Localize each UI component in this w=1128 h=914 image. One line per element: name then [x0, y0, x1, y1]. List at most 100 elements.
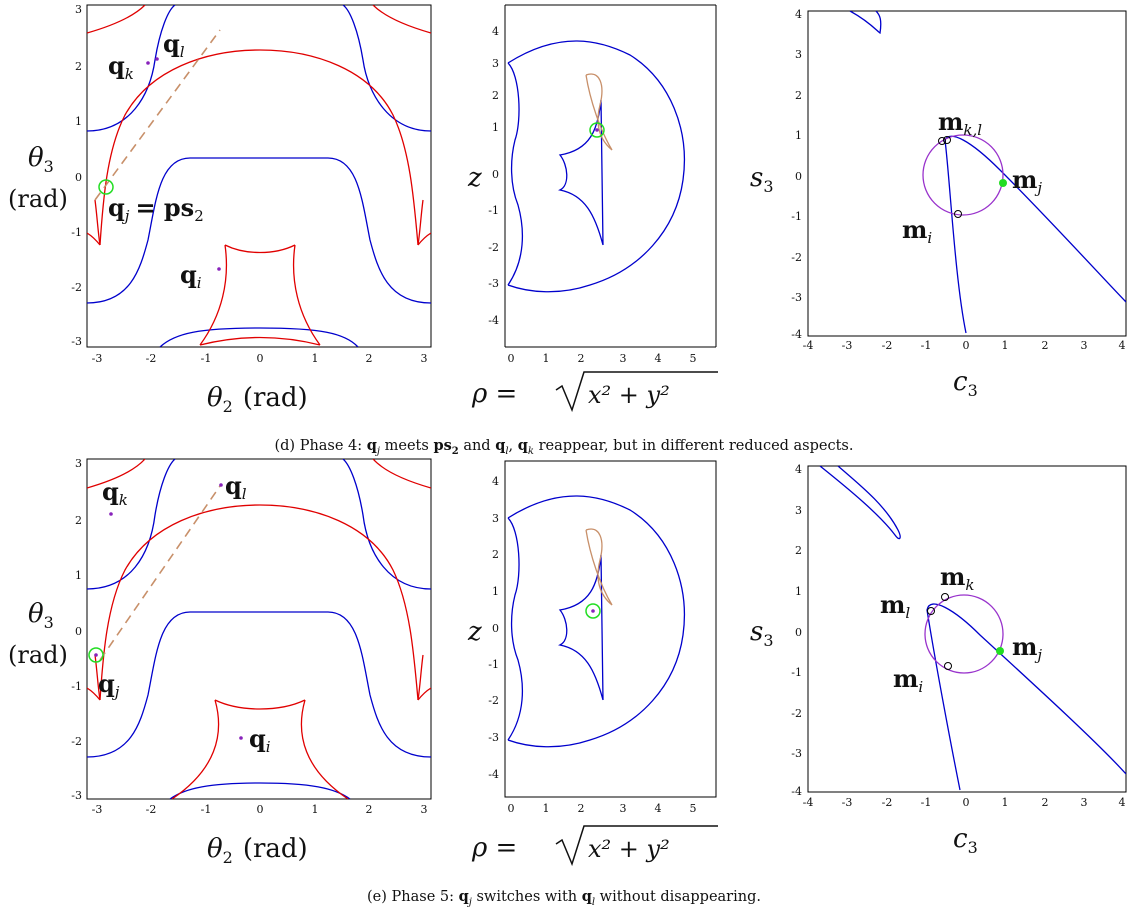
m-i-point [954, 210, 962, 218]
work-x-ticks-e: 0 1 2 3 4 5 [508, 802, 697, 815]
caption-text: l [505, 445, 509, 457]
label-m-j: mj [1012, 165, 1042, 197]
workspace-inner-hole [558, 554, 604, 701]
label-m-i: mi [902, 215, 932, 247]
caption-text: l [591, 896, 596, 908]
m-j-point [999, 179, 1007, 187]
label-m-l: ml [880, 590, 910, 622]
tick-label: 4 [655, 352, 662, 365]
workspace-inner-notch [507, 62, 524, 286]
caption-text: k [527, 445, 534, 457]
workspace-singular-curve [585, 73, 613, 151]
tick-label: -3 [791, 747, 802, 760]
work-y-ticks-e: 4 3 2 1 0 -1 -2 -3 -4 [488, 475, 499, 781]
caption-text: q [581, 888, 592, 905]
q-j-point [94, 653, 98, 657]
tick-label: -2 [71, 281, 82, 294]
param-curve-top [819, 466, 901, 540]
blue-boundary-middle [87, 157, 431, 304]
tick-label: -2 [71, 735, 82, 748]
tick-label: 1 [543, 352, 550, 365]
tick-label: 1 [75, 115, 82, 128]
tick-label: -2 [882, 339, 893, 352]
m-k-point [941, 593, 949, 601]
joint-y-ticks-e: 3 2 1 0 -1 -2 -3 [71, 457, 82, 802]
caption-text: j [468, 896, 472, 908]
tick-label: 0 [508, 802, 515, 815]
work-y-ticks-d: 4 3 2 1 0 -1 -2 -3 -4 [488, 25, 499, 327]
blue-boundary-upper-right [342, 459, 431, 590]
blue-boundary-upper-right [342, 5, 431, 132]
param-y-ticks-e: 4 3 2 1 0 -1 -2 -3 -4 [791, 463, 802, 798]
tick-label: 2 [795, 544, 802, 557]
rho-symbol: ρ = [471, 379, 517, 409]
sqrt-sign [555, 371, 718, 413]
tick-label: -2 [146, 803, 157, 816]
blue-boundary-bottom [169, 782, 351, 799]
m-j-point [996, 647, 1004, 655]
tick-label: 0 [508, 352, 515, 365]
tick-label: 0 [795, 626, 802, 639]
tick-label: 4 [492, 25, 499, 38]
workspace-singular-curve [585, 528, 613, 606]
tick-label: 3 [75, 3, 82, 16]
y-axis-label-z: z [467, 163, 482, 193]
workspace-plot-d: 0 1 2 3 4 5 4 3 2 1 0 -1 -2 -3 -4 z ρ = … [467, 4, 718, 413]
blue-boundary-upper-left [87, 459, 176, 590]
plot-frame [807, 10, 1127, 337]
tick-label: 3 [492, 57, 499, 70]
tick-label: 1 [75, 569, 82, 582]
tick-label: -3 [842, 796, 853, 809]
tick-label: -2 [791, 251, 802, 264]
caption-text: 2 [451, 445, 459, 457]
tick-label: -1 [71, 680, 82, 693]
q-i-point [217, 267, 221, 271]
tick-label: 2 [578, 802, 585, 815]
q-i-point [239, 736, 243, 740]
work-x-ticks-d: 0 1 2 3 4 5 [508, 352, 697, 365]
caption-text: and [458, 438, 496, 454]
workspace-outer-boundary [507, 495, 685, 748]
m-i-point [944, 662, 952, 670]
plot-frame [807, 465, 1127, 793]
tick-label: -1 [791, 666, 802, 679]
tick-label: 2 [1042, 796, 1049, 809]
caption-text: q [495, 437, 506, 454]
m-kl-point-b [943, 136, 951, 144]
q-j-workspace-circle [585, 603, 601, 619]
tick-label: 3 [1081, 796, 1088, 809]
q-j-highlight-circle [98, 179, 114, 195]
tick-label: 0 [75, 171, 82, 184]
joint-space-plot-d: -3 -2 -1 0 1 2 3 3 2 1 0 -1 -2 -3 qk ql … [8, 3, 432, 416]
tick-label: 4 [795, 8, 802, 21]
q-j-highlight-circle [88, 647, 104, 663]
tick-label: 3 [75, 457, 82, 470]
tick-label: -1 [488, 204, 499, 217]
tick-label: 3 [1081, 339, 1088, 352]
tick-label: 3 [421, 803, 428, 816]
q-j-workspace-circle [589, 122, 605, 138]
caption-text: (e) Phase 5: [367, 889, 459, 905]
blue-boundary-middle [87, 611, 431, 758]
plot-frame [504, 460, 717, 798]
x-axis-label-rho: ρ = x² + y² [471, 371, 718, 413]
tick-label: 2 [578, 352, 585, 365]
tick-label: -3 [71, 335, 82, 348]
tick-label: 0 [257, 803, 264, 816]
dashed-path-line [94, 29, 221, 201]
tick-label: 3 [620, 802, 627, 815]
red-cusp-right [417, 232, 431, 246]
red-singular-arch [99, 49, 419, 246]
plot-frame [86, 4, 432, 348]
workspace-plot-e: 0 1 2 3 4 5 4 3 2 1 0 -1 -2 -3 -4 z ρ = … [467, 460, 718, 867]
tick-label: -3 [842, 339, 853, 352]
tick-label: -3 [92, 803, 103, 816]
joint-x-ticks-e: -3 -2 -1 0 1 2 3 [92, 803, 428, 816]
caption-text: q [517, 437, 528, 454]
tick-label: 2 [75, 60, 82, 73]
label-m-k: mk [940, 562, 975, 594]
param-purple-circle [924, 594, 1004, 674]
red-singular-top-right [372, 459, 431, 489]
label-m-i: mi [893, 664, 923, 696]
y-axis-label-z: z [467, 617, 482, 647]
